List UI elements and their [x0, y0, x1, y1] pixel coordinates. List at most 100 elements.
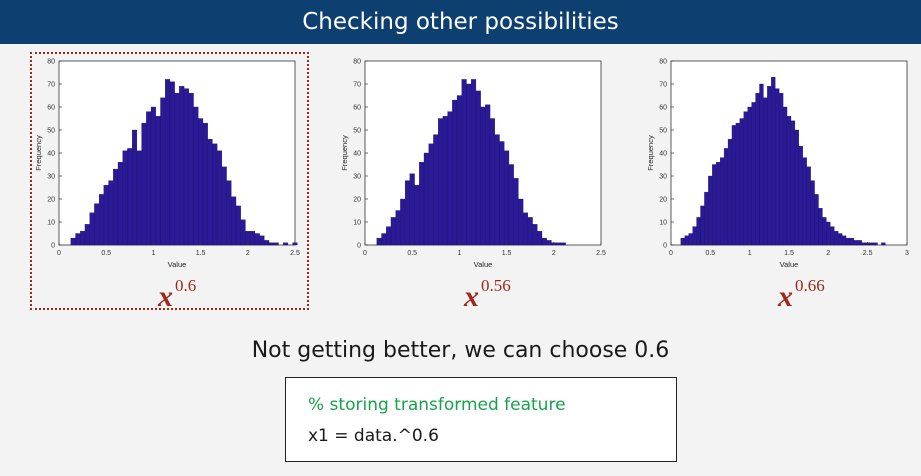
histogram-bar — [419, 162, 425, 246]
histogram-bar — [767, 86, 772, 246]
histogram-bar — [527, 217, 533, 246]
histogram-bar — [386, 226, 392, 246]
histogram-bar — [684, 235, 689, 246]
y-tick-label: 70 — [659, 82, 667, 89]
conclusion-text: Not getting better, we can choose 0.6 — [251, 338, 670, 363]
histogram-bar — [452, 99, 458, 246]
histogram-bar — [537, 231, 543, 246]
y-tick-label: 80 — [47, 59, 55, 66]
histogram-bar — [193, 106, 199, 246]
histogram-bar — [873, 242, 878, 246]
histogram-bar — [688, 233, 693, 246]
y-tick-label: 0 — [51, 243, 55, 250]
histogram-panel-3: 0 0.5 1 1.5 2 2.5 3 0 10 20 30 40 50 60 70 80 Value Frequ… — [644, 55, 914, 273]
y-tick-label: 50 — [47, 128, 55, 135]
histogram-bar — [494, 134, 500, 246]
y-tick-label: 60 — [47, 105, 55, 112]
exponent-base: x — [778, 280, 793, 313]
histogram-bar — [759, 83, 764, 246]
histogram-bar — [160, 97, 166, 246]
histogram-bar — [814, 194, 819, 246]
histogram-bar — [84, 224, 90, 246]
x-tick-label: 0 — [57, 250, 61, 257]
x-tick-label: 1.5 — [784, 250, 794, 257]
histogram-bar — [461, 79, 467, 246]
x-tick-label: 1.5 — [196, 250, 206, 257]
histogram-bar — [712, 164, 717, 246]
histogram-bar — [108, 180, 114, 246]
x-axis-label: Value — [474, 260, 493, 269]
histogram-bar — [390, 217, 396, 246]
exponent-label-1: x 0.6 — [158, 276, 196, 314]
histogram-bar — [480, 106, 486, 246]
histogram-bar — [830, 226, 835, 246]
code-comment: % storing transformed feature — [308, 395, 566, 415]
histogram-bar — [264, 240, 270, 246]
histogram-bar — [743, 111, 748, 246]
histogram-bar — [212, 143, 218, 246]
x-tick-label: 2.5 — [290, 250, 300, 257]
histogram-bar — [155, 116, 161, 246]
y-tick-label: 0 — [663, 243, 667, 250]
histogram-chart: 0 0.5 1 1.5 2 2.5 0 10 20 30 40 50 60 70 80 Value Freque… — [34, 59, 300, 270]
histogram-bar — [395, 210, 401, 246]
histogram-bar — [198, 118, 204, 246]
histogram-bar — [869, 242, 874, 246]
histogram-bar — [381, 233, 387, 246]
histogram-bar — [727, 139, 733, 246]
histogram-bar — [75, 233, 81, 246]
histogram-bar — [117, 162, 123, 246]
x-tick-label: 0 — [669, 250, 673, 257]
histogram-bar — [409, 173, 415, 246]
histogram-bar — [136, 150, 142, 246]
exponent-label-2: x 0.56 — [464, 276, 511, 314]
histogram-bar — [127, 148, 133, 246]
histogram-panel-2: 0 0.5 1 1.5 2 2.5 0 10 20 30 40 50 60 70 80 Value Freque… — [338, 55, 608, 273]
histogram-bar — [235, 205, 241, 246]
histogram-bar — [680, 237, 685, 246]
y-tick-label: 80 — [353, 59, 361, 66]
y-axis-label: Frequency — [340, 135, 349, 171]
y-tick-label: 30 — [47, 174, 55, 181]
histogram-bar — [103, 185, 109, 246]
histogram-bar — [696, 217, 701, 246]
histogram-bar — [747, 106, 752, 246]
histogram-bar — [146, 111, 152, 246]
histogram-bar — [518, 198, 524, 246]
x-tick-label: 3 — [905, 250, 909, 257]
histogram-bar — [456, 95, 462, 246]
histogram-bar — [499, 141, 505, 246]
histogram-bar — [283, 242, 289, 246]
histogram-bar — [80, 231, 86, 246]
histogram-bar — [700, 205, 705, 246]
histogram-chart: 0 0.5 1 1.5 2 2.5 301020304050607080ValueFrequ… — [646, 59, 909, 270]
histogram-bar — [794, 129, 799, 246]
histogram-bar — [723, 148, 729, 246]
histogram-bar — [720, 157, 725, 246]
histogram-chart: 0 0.5 1 1.5 2 2.5 0 10 20 30 40 50 60 70 80 Value Freque… — [340, 59, 606, 270]
y-tick-label: 60 — [353, 105, 361, 112]
y-tick-label: 40 — [47, 151, 55, 158]
histogram-bar — [782, 106, 788, 246]
histogram-bar — [838, 233, 843, 246]
y-tick-label: 40 — [353, 151, 361, 158]
histogram-bar — [250, 231, 256, 246]
histogram-bar — [141, 122, 147, 246]
histogram-bar — [216, 150, 222, 246]
histogram-bar — [849, 237, 855, 246]
y-tick-label: 20 — [353, 197, 361, 204]
x-tick-label: 2 — [826, 250, 830, 257]
histogram-panel-1: 0 0.5 1 1.5 2 2.5 0 10 20 30 40 50 60 70 80 Value Freque… — [32, 55, 302, 273]
exponent-base: x — [464, 280, 479, 313]
x-tick-label: 2 — [552, 250, 556, 257]
y-tick-label: 20 — [659, 197, 667, 204]
histogram-bar — [708, 175, 713, 246]
histogram-bar — [400, 198, 406, 246]
slide-title: Checking other possibilities — [302, 9, 619, 35]
histogram-bar — [802, 157, 807, 246]
histogram-bar — [861, 242, 866, 246]
y-tick-label: 10 — [353, 220, 361, 227]
histogram-bar — [692, 226, 697, 246]
histogram-bar — [254, 233, 260, 246]
histogram-bar — [466, 83, 472, 246]
